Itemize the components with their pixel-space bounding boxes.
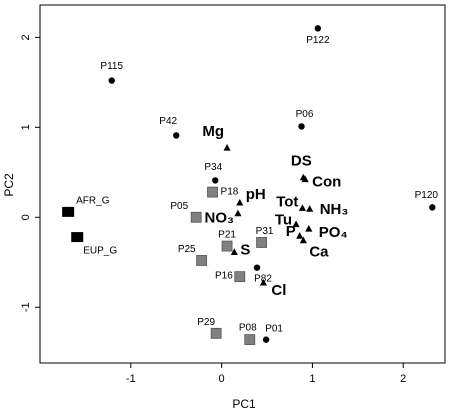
variable-triangle [259,278,267,286]
variable-label: NH₃ [320,201,349,218]
variable-label: Tu [275,211,292,228]
y-tick-label: 2 [20,34,32,40]
sample-point [262,336,270,343]
variable-triangle [301,175,309,183]
variable-label: Con [312,173,341,190]
point-label: P08 [239,322,257,333]
point-label: P115 [100,61,123,72]
variable-label: Ca [309,244,329,261]
point-label: P05 [170,201,188,212]
variable-triangle [299,236,307,244]
group-square [62,206,75,217]
variable-triangle [234,209,242,217]
x-tick-label: 2 [400,373,406,385]
y-tick-label: -1 [20,302,32,312]
point-label: P06 [296,109,314,120]
sample-point [429,204,436,211]
x-tick-label: 0 [219,373,225,385]
variable-triangle [306,205,314,212]
variable-label: Cl [271,282,286,299]
sample-point [173,132,180,139]
point-label: P42 [159,116,177,127]
sample-point [314,25,322,32]
point-label: AFR_G [76,196,110,207]
variable-label: pH [246,186,266,203]
variable-triangle [292,220,300,228]
sample-point [298,123,305,130]
sample-point [212,177,219,184]
variable-triangle [223,144,231,151]
variable-label: Mg [202,123,224,140]
sample-square [221,240,233,252]
point-label: P82 [254,273,272,284]
sample-square [196,255,208,266]
point-label: P25 [178,244,196,255]
y-tick-label: 1 [20,124,32,130]
sample-point [253,264,261,271]
variable-label: P [286,223,296,240]
point-label: P21 [218,230,236,241]
y-axis-label: PC2 [2,173,16,197]
variable-label: NO₃ [205,210,235,227]
sample-square [207,186,218,198]
point-label: P01 [265,323,283,334]
x-tick-label: 1 [309,373,315,385]
point-label: P18 [221,187,239,198]
x-tick-label: -1 [126,373,136,385]
variable-label: S [240,241,250,258]
variable-triangle [305,224,313,232]
sample-square [234,271,246,283]
variable-triangle [236,198,244,206]
point-label: P122 [306,35,330,46]
plot-frame [39,4,446,364]
variable-triangle [230,248,238,255]
sample-point [108,77,115,84]
sample-square [190,211,202,223]
point-label: P31 [256,226,274,237]
point-label: P120 [415,190,439,201]
point-label: P29 [197,317,215,328]
point-label: P16 [215,270,233,281]
point-label: EUP_G [83,246,117,257]
variable-label: Tot [276,193,298,210]
x-axis-label: PC1 [232,397,256,411]
sample-square [244,334,256,346]
y-tick-label: 0 [20,214,32,220]
sample-square [256,237,267,248]
point-label: P34 [204,162,222,173]
group-square [71,232,84,243]
variable-triangle [296,232,304,239]
variable-label: DS [291,153,312,170]
variable-label: PO₄ [319,224,348,241]
sample-square [210,327,222,339]
variable-triangle [298,204,307,211]
